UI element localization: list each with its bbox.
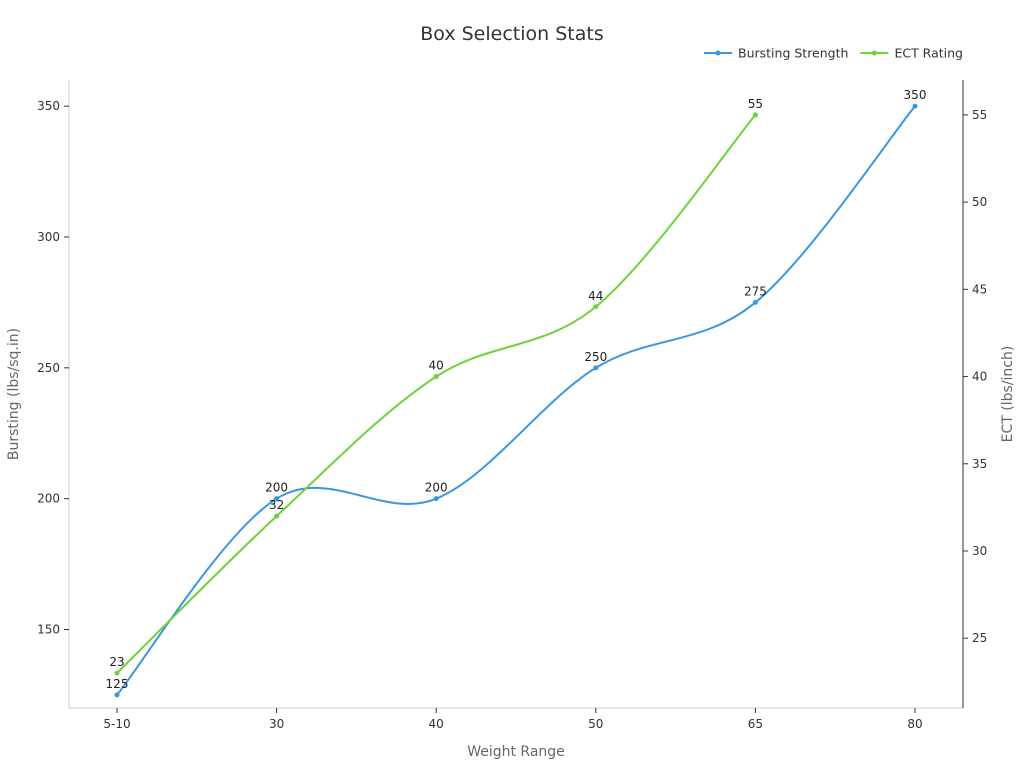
- legend-label: Bursting Strength: [738, 46, 848, 61]
- legend-item-ect-rating[interactable]: ECT Rating: [860, 46, 963, 61]
- legend-point-marker: [715, 50, 721, 56]
- bursting-strength-point[interactable]: [114, 692, 120, 698]
- x-axis-ticks: 5-10 30 40 50 65 80: [103, 708, 923, 731]
- bursting-strength-data-label: 275: [744, 284, 767, 298]
- legend-item-bursting-strength[interactable]: Bursting Strength: [704, 46, 848, 61]
- bursting-strength-point[interactable]: [912, 103, 918, 109]
- y-axis-right-ticks: 25 30 35 40 45 50 55: [963, 108, 987, 645]
- y-right-tick-label: 45: [972, 282, 987, 296]
- bursting-strength-point[interactable]: [274, 496, 280, 502]
- series-layer: [114, 103, 918, 698]
- legend-label: ECT Rating: [894, 46, 963, 61]
- bursting-strength-point[interactable]: [752, 299, 758, 305]
- ect-rating-data-label: 32: [269, 498, 284, 512]
- y-axis-left-title: Bursting (lbs/sq.in): [6, 328, 22, 460]
- bursting-strength-data-label: 350: [904, 88, 927, 102]
- ect-rating-point[interactable]: [433, 374, 439, 380]
- ect-rating-point[interactable]: [114, 670, 120, 676]
- y-right-tick-label: 30: [972, 544, 987, 558]
- ect-rating-data-label: 40: [429, 359, 444, 373]
- y-right-tick-label: 25: [972, 631, 987, 645]
- bursting-strength-point[interactable]: [593, 365, 599, 371]
- bursting-strength-data-label: 200: [425, 481, 448, 495]
- chart-title: Box Selection Stats: [420, 23, 603, 45]
- x-tick-label: 50: [588, 717, 603, 731]
- bursting-strength-data-label: 125: [106, 677, 129, 691]
- ect-rating-data-label: 23: [109, 655, 124, 669]
- data-labels-layer: 125 200 200 250 275 350 23 32 40 44 55: [106, 88, 927, 691]
- y-left-tick-label: 250: [37, 361, 60, 375]
- ect-rating-line: [116, 114, 757, 674]
- ect-rating-point[interactable]: [274, 513, 280, 519]
- y-left-tick-label: 200: [37, 492, 60, 506]
- x-axis-title: Weight Range: [467, 744, 565, 760]
- x-tick-label: 80: [907, 717, 922, 731]
- y-right-tick-label: 40: [972, 370, 987, 384]
- bursting-strength-data-label: 200: [265, 481, 288, 495]
- y-right-tick-label: 35: [972, 457, 987, 471]
- y-axis-left-ticks: 150 200 250 300 350: [37, 99, 69, 637]
- y-axis-right-title: ECT (lbs/inch): [1000, 346, 1016, 443]
- ect-rating-data-label: 55: [748, 97, 763, 111]
- y-right-tick-label: 55: [972, 108, 987, 122]
- bursting-strength-line: [116, 105, 916, 696]
- y-right-tick-label: 50: [972, 195, 987, 209]
- bursting-strength-data-label: 250: [584, 350, 607, 364]
- y-left-tick-label: 150: [37, 623, 60, 637]
- ect-rating-point[interactable]: [593, 304, 599, 310]
- x-tick-label: 30: [269, 717, 284, 731]
- ect-rating-point[interactable]: [752, 112, 758, 118]
- ect-rating-data-label: 44: [588, 289, 603, 303]
- y-left-tick-label: 350: [37, 99, 60, 113]
- x-tick-label: 65: [748, 717, 763, 731]
- bursting-strength-point[interactable]: [433, 496, 439, 502]
- legend: Bursting Strength ECT Rating: [704, 46, 963, 61]
- legend-point-marker: [871, 50, 877, 56]
- x-tick-label: 40: [429, 717, 444, 731]
- x-tick-label: 5-10: [103, 717, 130, 731]
- y-left-tick-label: 300: [37, 230, 60, 244]
